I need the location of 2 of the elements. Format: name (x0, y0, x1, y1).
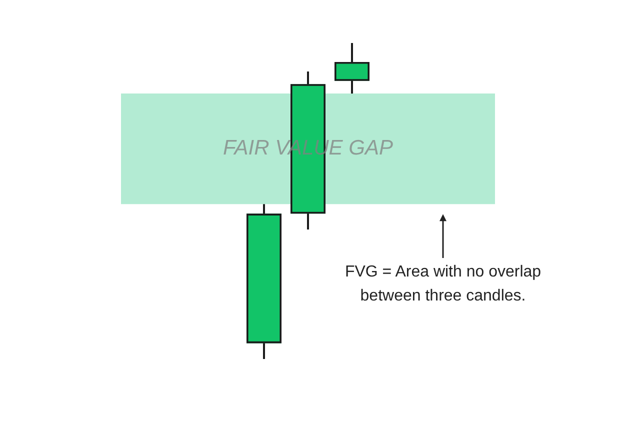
band-label: FAIR VALUE GAP (223, 136, 393, 160)
annotation: FVG = Area with no overlap between three candles. (344, 263, 542, 304)
